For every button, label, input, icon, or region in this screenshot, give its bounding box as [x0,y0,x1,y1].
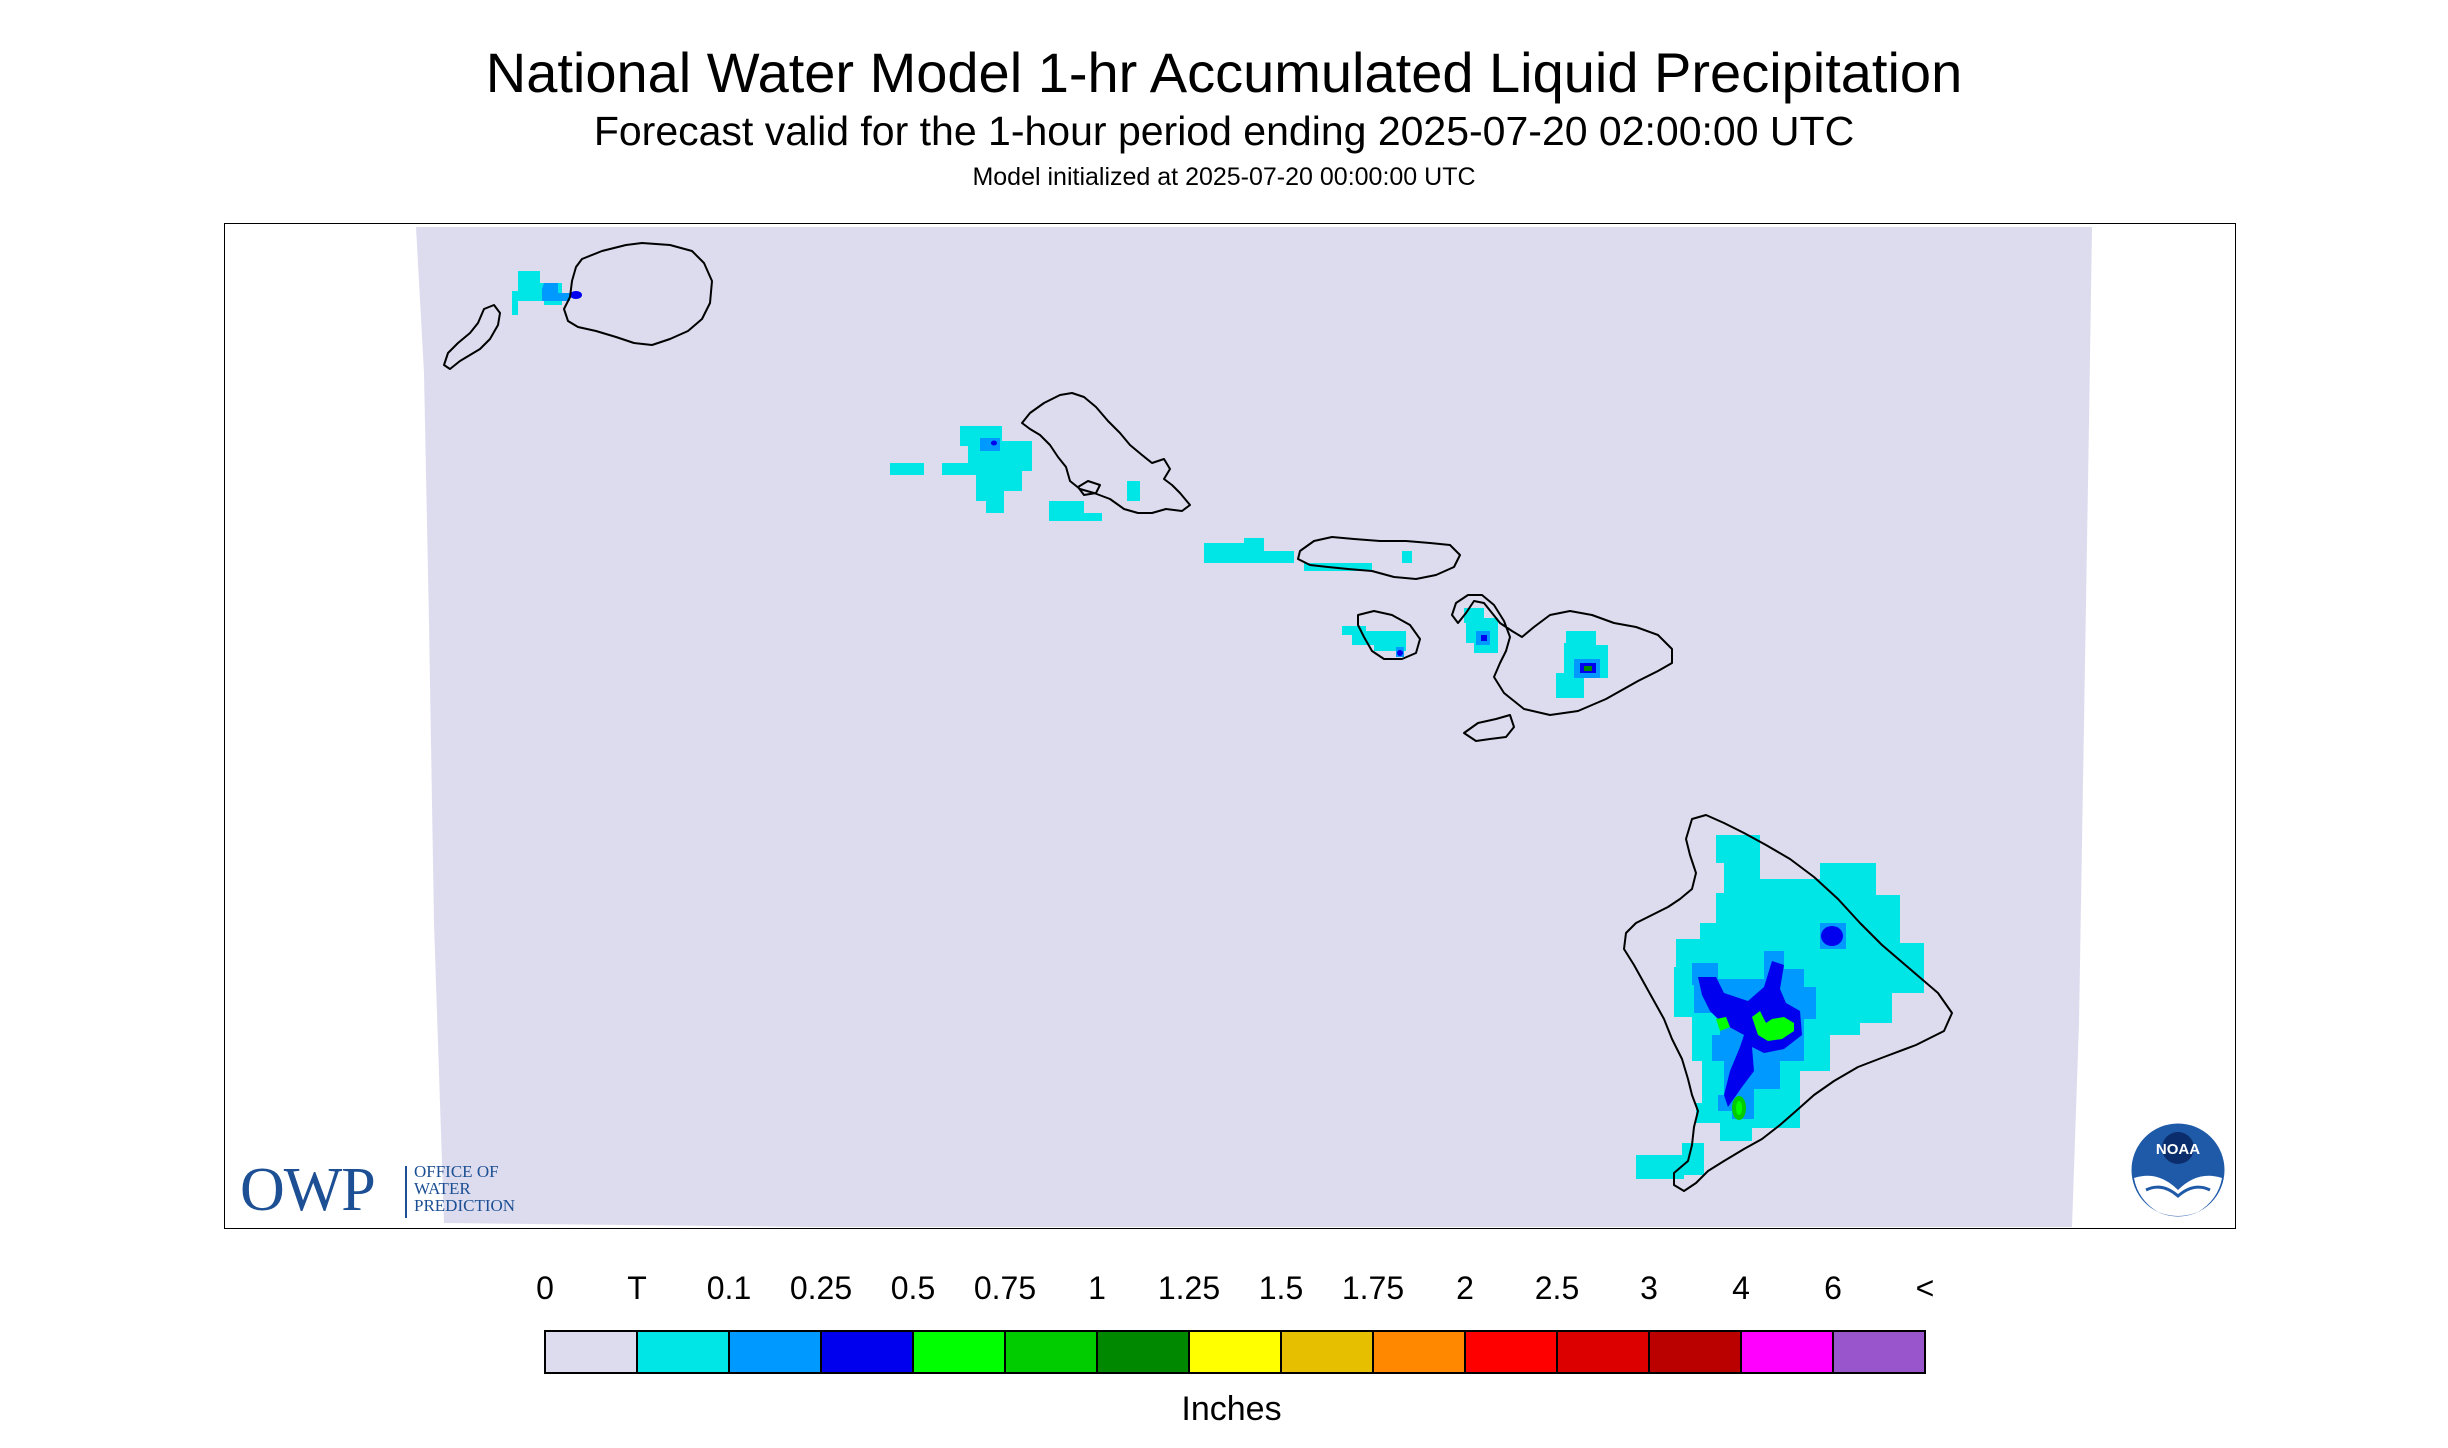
map-title: National Water Model 1-hr Accumulated Li… [485,41,1963,104]
legend-tick-label: 4 [1732,1270,1750,1306]
legend-tick-label: 1 [1088,1270,1106,1306]
owp-logo: OWP OFFICE OF WATER PREDICTION [240,1156,570,1224]
model-init-text: Model initialized at 2025-07-20 00:00:00… [972,163,1476,191]
legend-swatch [1282,1332,1374,1372]
legend-swatch [822,1332,914,1372]
legend-tick-label: 3 [1640,1270,1658,1306]
legend-swatch [546,1332,638,1372]
legend-swatch [730,1332,822,1372]
legend-units-label: Inches [1181,1390,1282,1428]
legend-tick-label: 2.5 [1534,1270,1580,1306]
legend-tick-label: 1.25 [1157,1270,1221,1306]
legend-tick-label: 0.5 [890,1270,936,1306]
legend-swatch [914,1332,1006,1372]
legend-swatch [1742,1332,1834,1372]
model-domain [416,227,2092,1227]
legend-swatch [1190,1332,1282,1372]
legend-swatch [1374,1332,1466,1372]
legend-tick-label: 0.75 [973,1270,1037,1306]
legend-swatch [1650,1332,1742,1372]
legend-swatch [1834,1332,1924,1372]
noaa-logo: NOAA [2128,1120,2228,1220]
legend-tick-label: 2 [1456,1270,1474,1306]
svg-text:NOAA: NOAA [2156,1141,2200,1158]
legend-swatch [1098,1332,1190,1372]
legend-tick-label: 0 [536,1270,554,1306]
legend-swatch [1006,1332,1098,1372]
legend-tick-label: 0.1 [706,1270,752,1306]
color-legend: 0 T 0.1 0.25 0.5 0.75 1 1.25 1.5 1.75 2 2.5 3 4 6 < Inch… [536,1270,1934,1430]
precip-areas [512,271,1924,1179]
map-subtitle: Forecast valid for the 1-hour period end… [593,108,1855,154]
legend-tick-label: 0.25 [789,1270,853,1306]
owp-logo-text: OWP [240,1156,376,1224]
legend-tick-label: T [627,1270,647,1306]
legend-tick-label: 1.5 [1258,1270,1304,1306]
owp-logo-divider [405,1166,407,1218]
precipitation-map [224,223,2236,1229]
owp-logo-subtext: OFFICE OF WATER PREDICTION [414,1162,516,1215]
legend-swatch [1466,1332,1558,1372]
legend-swatch [1558,1332,1650,1372]
legend-swatch [638,1332,730,1372]
legend-tick-label: 6 [1824,1270,1842,1306]
coastlines [443,242,1953,1192]
legend-tick-label: 1.75 [1341,1270,1405,1306]
legend-color-bar [544,1330,1926,1374]
legend-tick-label: < [1915,1270,1935,1306]
